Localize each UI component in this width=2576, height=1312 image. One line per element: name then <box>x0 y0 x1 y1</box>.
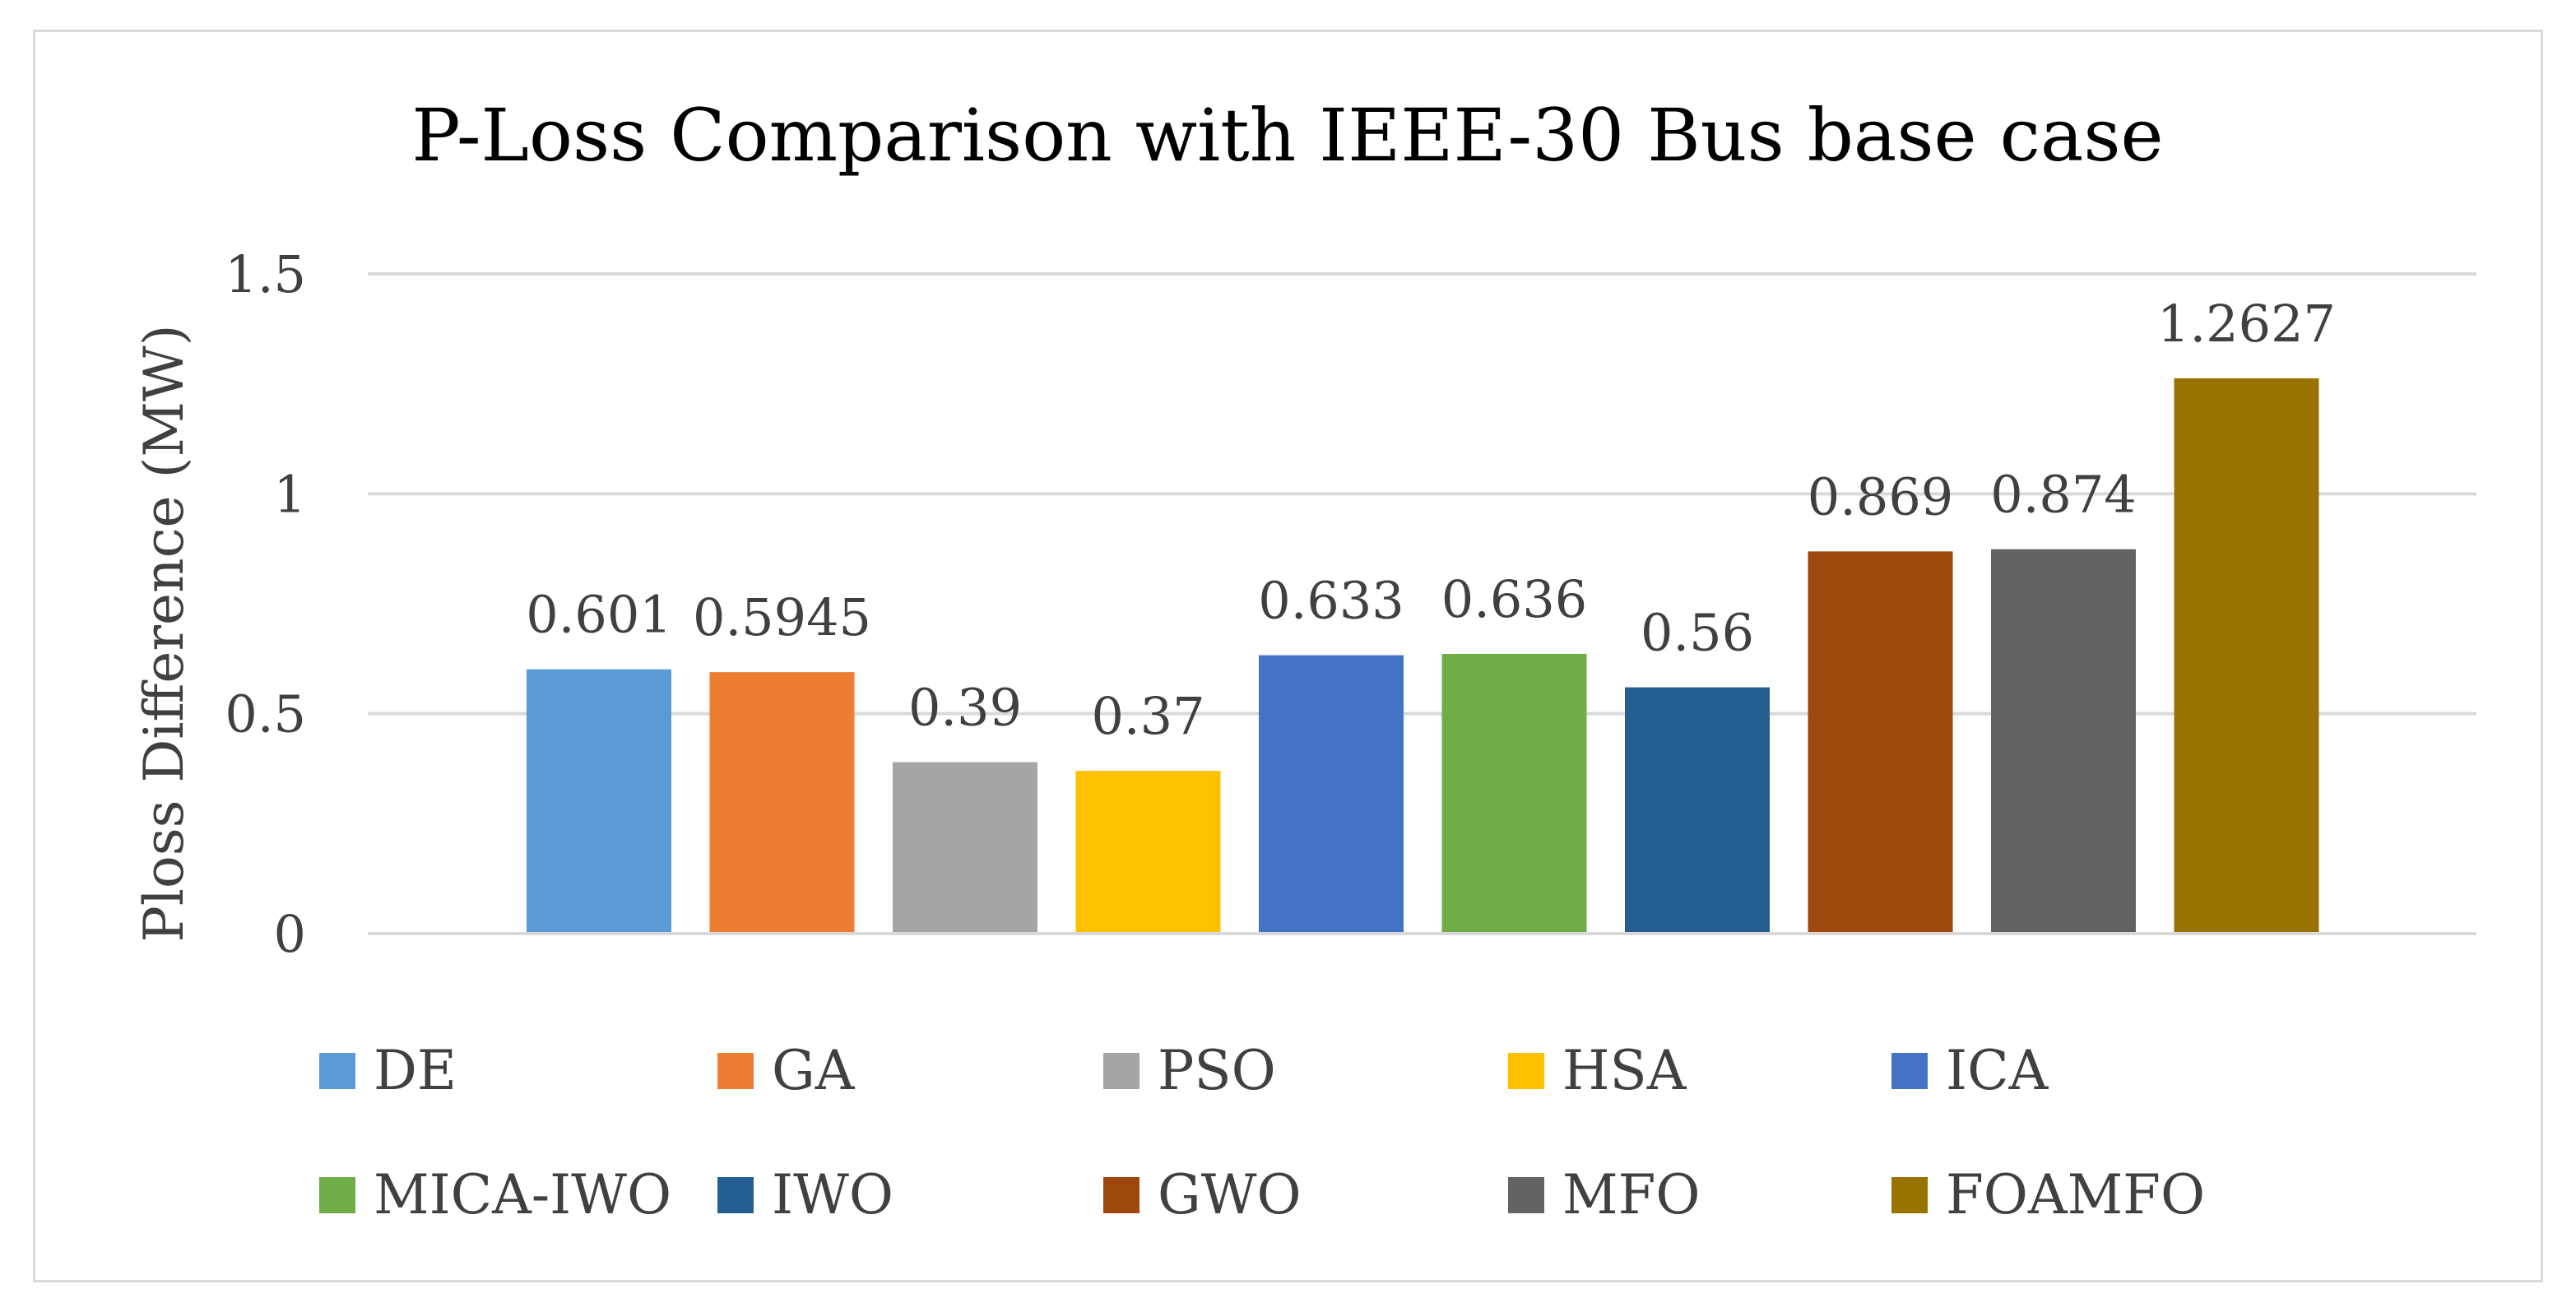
y-tick-label: 1 <box>274 464 306 524</box>
legend-item-ga: GA <box>717 1039 856 1102</box>
legend-swatch <box>1891 1053 1928 1089</box>
legend-swatch <box>1103 1053 1139 1089</box>
legend-swatch <box>1508 1177 1544 1213</box>
bar-iwo <box>1625 687 1770 934</box>
legend-item-pso: PSO <box>1103 1039 1276 1102</box>
data-label-mica-iwo: 0.636 <box>1441 569 1588 629</box>
y-tick-label: 0.5 <box>225 684 306 744</box>
legend-swatch <box>1891 1177 1928 1213</box>
bar-hsa <box>1075 771 1221 934</box>
legend-item-iwo: IWO <box>717 1163 893 1226</box>
data-label-ica: 0.633 <box>1258 571 1404 631</box>
chart-title: P-Loss Comparison with IEEE-30 Bus base … <box>411 93 2163 178</box>
legend-label: ICA <box>1946 1039 2049 1102</box>
data-label-de: 0.601 <box>526 585 672 645</box>
data-label-pso: 0.39 <box>908 677 1022 737</box>
data-label-foamfo: 1.2627 <box>2157 294 2336 354</box>
legend-swatch <box>717 1177 754 1213</box>
legend-label: IWO <box>772 1163 893 1226</box>
bar-de <box>527 669 671 934</box>
data-label-gwo: 0.869 <box>1808 466 1954 526</box>
bar-foamfo <box>2174 378 2319 934</box>
data-labels: 0.601 0.5945 0.39 0.37 0.633 0.636 0.56 0.869 0.… <box>526 294 2336 746</box>
bar-mfo <box>1991 549 2136 934</box>
legend-label: MFO <box>1562 1163 1700 1226</box>
y-axis-ticks: 0 0.5 1 1.5 <box>225 244 306 964</box>
bar-mica-iwo <box>1441 653 1587 934</box>
y-tick-label: 1.5 <box>225 244 306 304</box>
y-axis-label: Ploss Difference (MW) <box>132 325 196 943</box>
legend-item-hsa: HSA <box>1508 1039 1687 1102</box>
legend-label: MICA-IWO <box>374 1163 671 1226</box>
legend-label: FOAMFO <box>1946 1163 2205 1226</box>
legend-label: PSO <box>1158 1039 1276 1102</box>
legend-item-foamfo: FOAMFO <box>1891 1163 2205 1226</box>
data-label-mfo: 0.874 <box>1990 465 2137 525</box>
legend-item-mfo: MFO <box>1508 1163 1700 1226</box>
legend-label: GWO <box>1158 1163 1302 1226</box>
bar-ica <box>1259 655 1404 934</box>
legend-label: GA <box>772 1039 856 1102</box>
y-tick-label: 0 <box>274 904 306 964</box>
legend-label: DE <box>374 1039 457 1102</box>
legend-swatch <box>319 1053 355 1089</box>
legend-swatch <box>717 1053 754 1089</box>
legend-swatch <box>319 1177 355 1213</box>
bar-ga <box>709 672 855 934</box>
data-label-iwo: 0.56 <box>1641 603 1754 663</box>
legend-item-ica: ICA <box>1891 1039 2049 1102</box>
data-label-ga: 0.5945 <box>693 587 871 647</box>
bars <box>527 378 2319 934</box>
bar-pso <box>893 762 1037 934</box>
bar-gwo <box>1808 551 1953 934</box>
legend-label: HSA <box>1562 1039 1687 1102</box>
legend: DE GA PSO HSA ICA MICA-IWO IWO GWO MFO FOAMFO <box>319 1039 2205 1226</box>
legend-swatch <box>1508 1053 1544 1089</box>
legend-swatch <box>1103 1177 1139 1213</box>
legend-item-gwo: GWO <box>1103 1163 1302 1226</box>
legend-item-mica-iwo: MICA-IWO <box>319 1163 671 1226</box>
data-label-hsa: 0.37 <box>1091 686 1204 746</box>
legend-item-de: DE <box>319 1039 457 1102</box>
